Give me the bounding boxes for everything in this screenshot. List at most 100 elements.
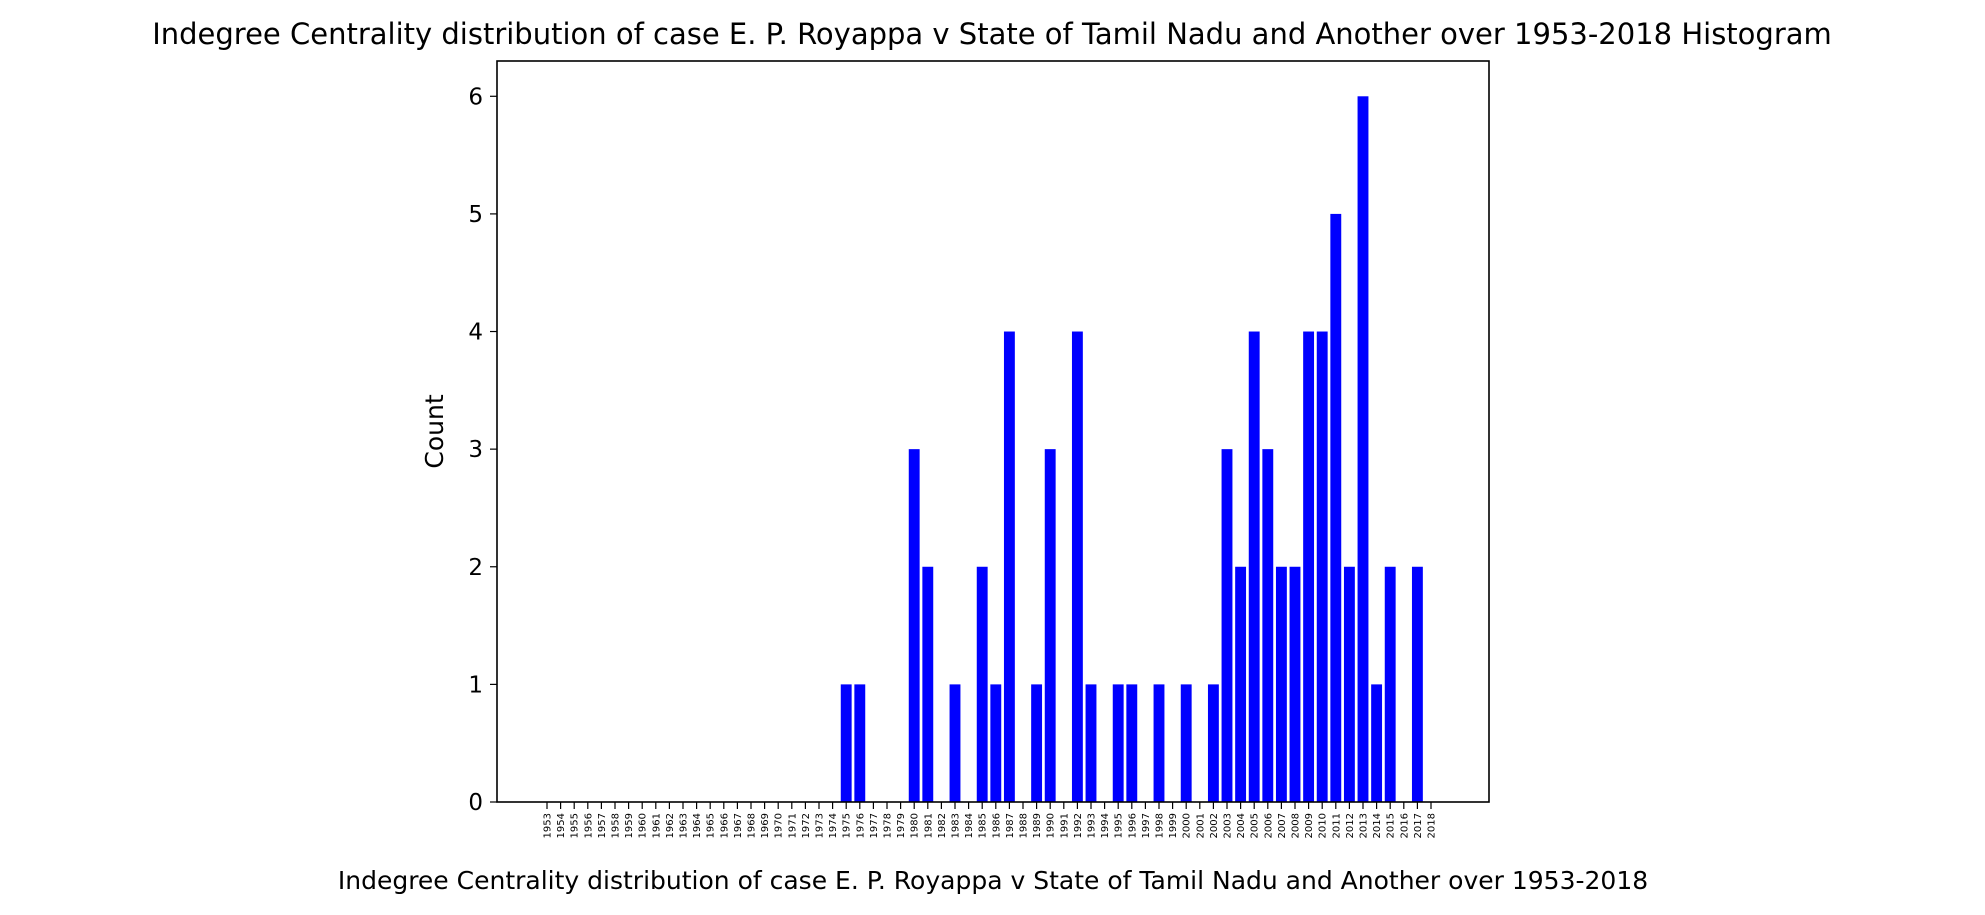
y-tick-label-3: 3 [468,437,483,463]
x-tick-label-2017: 2017 [1413,813,1424,838]
bar-2013 [1357,96,1369,803]
bar-1995 [1112,684,1124,802]
x-tick-label-1961: 1961 [651,813,662,838]
bar-2006 [1262,449,1274,802]
x-tick-label-1997: 1997 [1141,813,1152,838]
bar-2003 [1221,449,1233,802]
x-tick-label-1956: 1956 [583,813,594,838]
x-tick-label-1978: 1978 [883,813,894,838]
bars-group [840,96,1423,803]
x-tick-label-1988: 1988 [1019,813,1030,838]
x-tick-label-1955: 1955 [570,813,581,838]
x-tick-label-1970: 1970 [774,813,785,838]
x-tick-label-2002: 2002 [1209,813,1220,838]
x-tick-label-1983: 1983 [951,813,962,838]
y-tick-label-0: 0 [468,790,483,816]
x-tick-label-2005: 2005 [1250,813,1261,838]
y-tick-label-2: 2 [468,555,483,581]
bar-2000 [1180,684,1192,802]
x-tick-label-1965: 1965 [706,813,717,838]
x-tick-label-1967: 1967 [733,813,744,838]
x-tick-label-1966: 1966 [719,813,730,838]
x-tick-label-1969: 1969 [760,813,771,838]
x-tick-label-1981: 1981 [923,813,934,838]
chart-title: Indegree Centrality distribution of case… [152,17,1832,51]
y-tick-label-4: 4 [468,320,483,346]
bar-1980 [908,449,920,802]
y-tick-label-5: 5 [468,202,483,228]
bar-2017 [1411,566,1423,802]
bar-2011 [1330,213,1342,802]
bar-2002 [1207,684,1219,802]
x-tick-label-1990: 1990 [1046,813,1057,838]
bar-1983 [949,684,961,802]
x-tick-label-1953: 1953 [543,813,554,838]
x-tick-label-2001: 2001 [1195,813,1206,838]
bar-1993 [1085,684,1097,802]
bar-1981 [922,566,934,802]
bar-2014 [1371,684,1383,802]
x-axis-label: Indegree Centrality distribution of case… [338,866,1648,895]
x-tick-label-1989: 1989 [1032,813,1043,838]
x-tick-label-1987: 1987 [1005,813,1016,838]
x-tick-label-1984: 1984 [964,813,975,838]
y-tick-label-6: 6 [468,84,483,110]
bar-1985 [976,566,988,802]
bar-2005 [1248,331,1260,802]
x-tick-label-1954: 1954 [556,813,567,838]
bar-2009 [1303,331,1315,802]
x-tick-label-1979: 1979 [896,813,907,838]
x-tick-label-2004: 2004 [1236,813,1247,838]
x-tick-label-1972: 1972 [801,813,812,838]
x-tick-label-2007: 2007 [1277,813,1288,838]
x-tick-label-1962: 1962 [665,813,676,838]
x-tick-label-1964: 1964 [692,813,703,838]
x-tick-label-2000: 2000 [1182,813,1193,838]
x-tick-label-1985: 1985 [978,813,989,838]
x-tick-label-2003: 2003 [1223,813,1234,838]
bar-2008 [1289,566,1301,802]
x-tick-label-2015: 2015 [1386,813,1397,838]
x-tick-label-1982: 1982 [937,813,948,838]
x-tick-label-1996: 1996 [1127,813,1138,838]
x-tick-label-2011: 2011 [1331,813,1342,838]
bar-1996 [1126,684,1138,802]
x-tick-label-1957: 1957 [597,813,608,838]
x-tick-label-2009: 2009 [1304,813,1315,838]
x-tick-label-1974: 1974 [828,813,839,838]
x-tick-label-2006: 2006 [1263,813,1274,838]
x-tick-label-1991: 1991 [1059,813,1070,838]
plot-frame [496,60,1490,803]
x-tick-label-1963: 1963 [679,813,690,838]
y-axis-label: Count [420,394,449,468]
bar-1992 [1071,331,1083,802]
x-tick-label-2018: 2018 [1427,813,1438,838]
bar-2012 [1343,566,1355,802]
x-tick-label-2014: 2014 [1372,813,1383,838]
x-tick-label-1998: 1998 [1155,813,1166,838]
bar-1975 [840,684,852,802]
x-tick-label-1980: 1980 [910,813,921,838]
x-tick-label-1971: 1971 [787,813,798,838]
bar-1986 [990,684,1002,802]
x-tick-label-1994: 1994 [1100,813,1111,838]
x-tick-label-1992: 1992 [1073,813,1084,838]
x-tick-label-1995: 1995 [1114,813,1125,838]
y-tick-label-1: 1 [468,672,483,698]
x-tick-label-1960: 1960 [638,813,649,838]
x-tick-label-2013: 2013 [1359,813,1370,838]
x-tick-label-2010: 2010 [1318,813,1329,838]
bar-2007 [1275,566,1287,802]
x-tick-label-1986: 1986 [991,813,1002,838]
x-axis: 1953 1954 1955 1956 1957 1958 1959 1960 1961 1962… [543,802,1438,838]
bar-2015 [1384,566,1396,802]
bar-1990 [1044,449,1056,802]
bar-1976 [854,684,866,802]
x-tick-label-2012: 2012 [1345,813,1356,838]
x-tick-label-1968: 1968 [747,813,758,838]
x-tick-label-1975: 1975 [842,813,853,838]
x-tick-label-1959: 1959 [624,813,635,838]
bar-2004 [1235,566,1247,802]
x-tick-label-1976: 1976 [855,813,866,838]
